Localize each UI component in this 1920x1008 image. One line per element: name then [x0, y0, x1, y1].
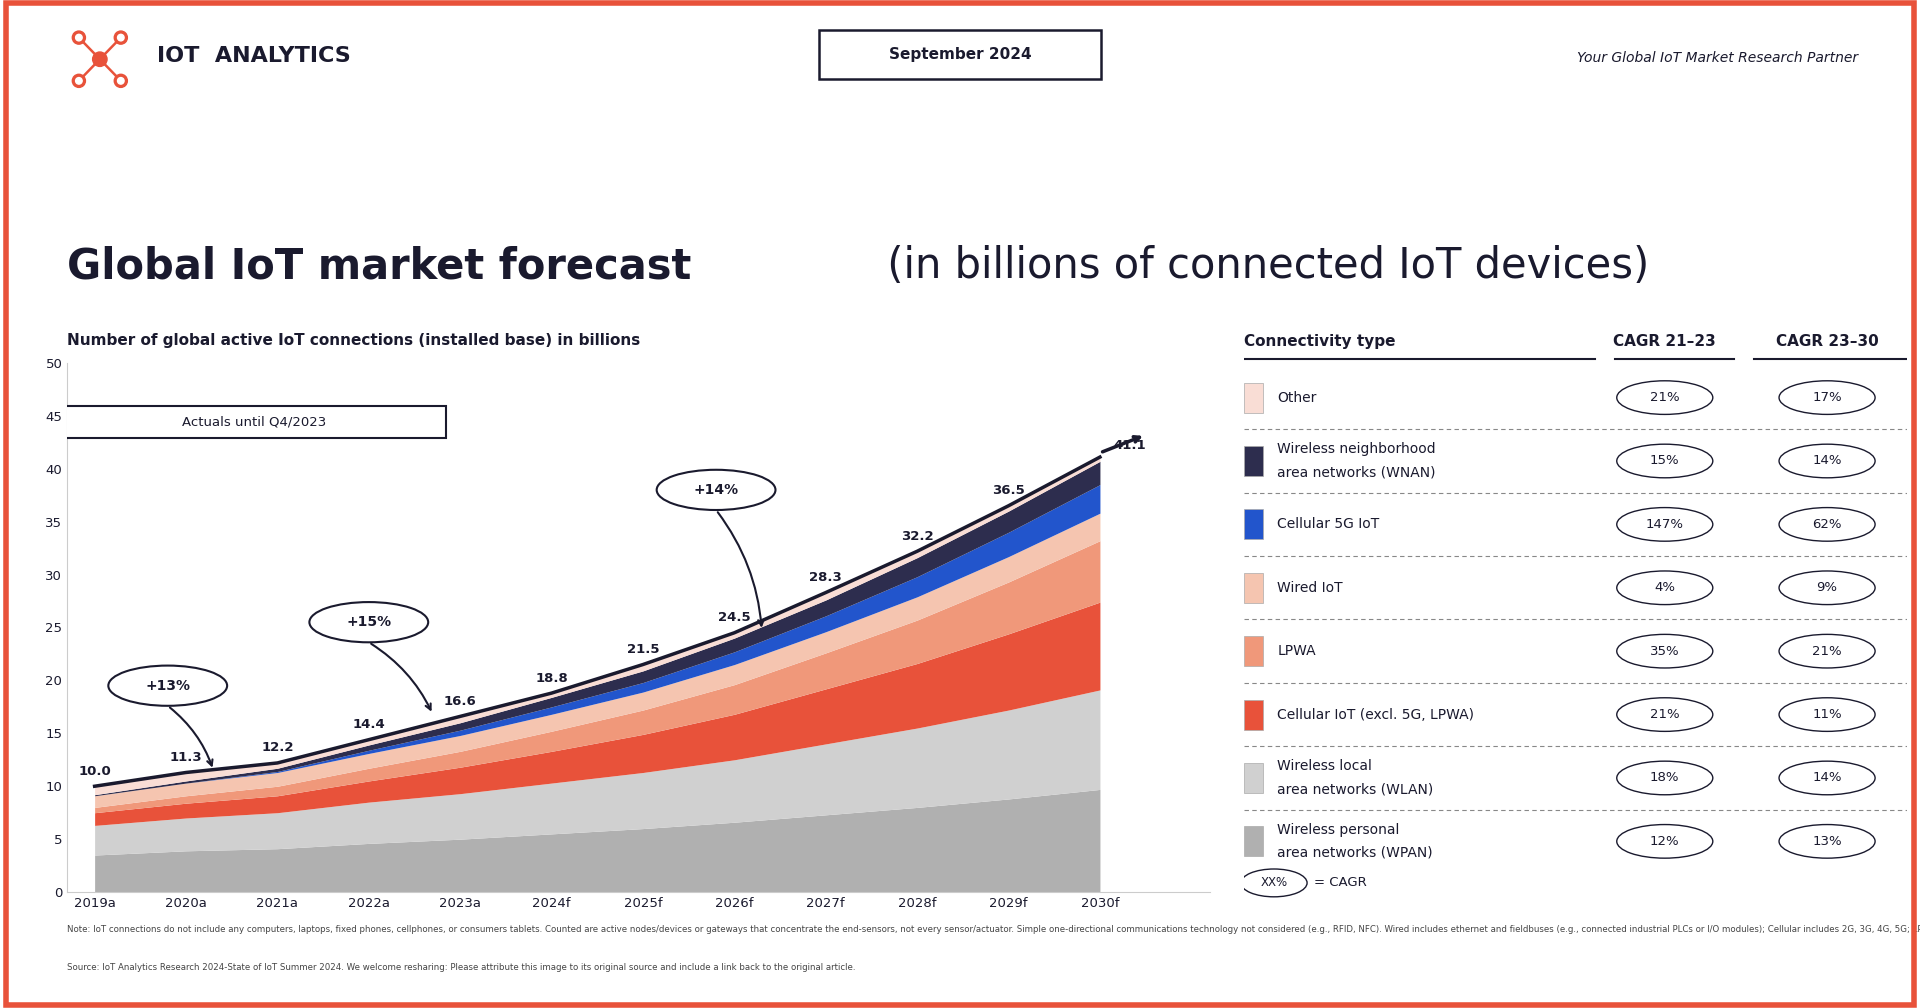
Text: 9%: 9% — [1816, 582, 1837, 595]
Ellipse shape — [1780, 571, 1876, 605]
Text: Other: Other — [1277, 391, 1317, 404]
Text: 16.6: 16.6 — [444, 695, 476, 708]
Text: Cellular 5G IoT: Cellular 5G IoT — [1277, 517, 1380, 531]
Ellipse shape — [309, 602, 428, 642]
Ellipse shape — [1617, 634, 1713, 668]
Ellipse shape — [1780, 761, 1876, 794]
Ellipse shape — [1780, 508, 1876, 541]
Text: area networks (WPAN): area networks (WPAN) — [1277, 846, 1432, 860]
Text: 18%: 18% — [1649, 771, 1680, 784]
Text: = CAGR: = CAGR — [1313, 876, 1367, 889]
Text: 18.8: 18.8 — [536, 671, 568, 684]
Text: Wireless local: Wireless local — [1277, 759, 1373, 773]
Circle shape — [73, 31, 84, 44]
Ellipse shape — [1617, 825, 1713, 858]
Text: XX%: XX% — [1260, 876, 1288, 889]
Text: +14%: +14% — [693, 483, 739, 497]
Ellipse shape — [1240, 869, 1308, 897]
Text: area networks (WLAN): area networks (WLAN) — [1277, 782, 1434, 796]
Text: Global IoT market forecast: Global IoT market forecast — [67, 245, 691, 287]
Text: Source: IoT Analytics Research 2024-State of IoT Summer 2024. We welcome reshari: Source: IoT Analytics Research 2024-Stat… — [67, 963, 856, 972]
Ellipse shape — [1617, 698, 1713, 732]
FancyBboxPatch shape — [1244, 827, 1263, 857]
Text: CAGR 23–30: CAGR 23–30 — [1776, 334, 1878, 349]
Ellipse shape — [1617, 508, 1713, 541]
Ellipse shape — [1617, 381, 1713, 414]
Text: 10.0: 10.0 — [79, 765, 111, 778]
Text: area networks (WNAN): area networks (WNAN) — [1277, 466, 1436, 480]
Text: 21%: 21% — [1649, 708, 1680, 721]
FancyBboxPatch shape — [818, 29, 1100, 80]
Circle shape — [75, 34, 83, 41]
Ellipse shape — [1780, 445, 1876, 478]
Circle shape — [92, 52, 108, 67]
FancyBboxPatch shape — [1244, 700, 1263, 730]
Text: September 2024: September 2024 — [889, 47, 1031, 61]
Ellipse shape — [1617, 761, 1713, 794]
Ellipse shape — [108, 665, 227, 706]
Text: Your Global IoT Market Research Partner: Your Global IoT Market Research Partner — [1578, 51, 1859, 66]
Text: 32.2: 32.2 — [900, 530, 933, 542]
Text: 11%: 11% — [1812, 708, 1841, 721]
Ellipse shape — [1780, 825, 1876, 858]
Circle shape — [73, 75, 84, 88]
Text: (in billions of connected IoT devices): (in billions of connected IoT devices) — [874, 245, 1649, 287]
Text: 35%: 35% — [1649, 645, 1680, 657]
Text: 36.5: 36.5 — [993, 484, 1025, 497]
Text: +15%: +15% — [346, 615, 392, 629]
Text: 11.3: 11.3 — [169, 751, 202, 764]
Circle shape — [115, 31, 127, 44]
FancyBboxPatch shape — [1244, 509, 1263, 539]
Text: CAGR 21–23: CAGR 21–23 — [1613, 334, 1716, 349]
Text: +13%: +13% — [146, 678, 190, 692]
FancyBboxPatch shape — [1244, 446, 1263, 476]
Text: 21%: 21% — [1649, 391, 1680, 404]
FancyBboxPatch shape — [1244, 382, 1263, 412]
Text: 13%: 13% — [1812, 835, 1841, 848]
Text: 21.5: 21.5 — [626, 643, 659, 656]
Circle shape — [115, 75, 127, 88]
Ellipse shape — [1780, 381, 1876, 414]
Text: 12%: 12% — [1649, 835, 1680, 848]
Text: 28.3: 28.3 — [810, 572, 843, 584]
FancyBboxPatch shape — [1244, 763, 1263, 793]
Text: Connectivity type: Connectivity type — [1244, 334, 1396, 349]
Text: 62%: 62% — [1812, 518, 1841, 531]
Ellipse shape — [1617, 571, 1713, 605]
Text: 41.1: 41.1 — [1114, 438, 1146, 452]
Circle shape — [117, 78, 125, 84]
Text: 24.5: 24.5 — [718, 611, 751, 624]
Text: Wired IoT: Wired IoT — [1277, 581, 1342, 595]
Text: 17%: 17% — [1812, 391, 1841, 404]
Ellipse shape — [657, 470, 776, 510]
Text: 21%: 21% — [1812, 645, 1841, 657]
Text: Wireless neighborhood: Wireless neighborhood — [1277, 443, 1436, 457]
Text: 147%: 147% — [1645, 518, 1684, 531]
Ellipse shape — [1780, 698, 1876, 732]
Text: IOT  ANALYTICS: IOT ANALYTICS — [157, 46, 351, 67]
Circle shape — [117, 34, 125, 41]
Circle shape — [75, 78, 83, 84]
Text: 4%: 4% — [1655, 582, 1676, 595]
FancyBboxPatch shape — [1244, 573, 1263, 603]
Text: 14.4: 14.4 — [353, 719, 386, 731]
Text: Actuals until Q4/2023: Actuals until Q4/2023 — [182, 415, 326, 428]
Text: Number of global active IoT connections (installed base) in billions: Number of global active IoT connections … — [67, 333, 641, 348]
Text: 14%: 14% — [1812, 771, 1841, 784]
Text: 15%: 15% — [1649, 455, 1680, 468]
FancyBboxPatch shape — [63, 406, 447, 438]
Text: Cellular IoT (excl. 5G, LPWA): Cellular IoT (excl. 5G, LPWA) — [1277, 708, 1475, 722]
Ellipse shape — [1617, 445, 1713, 478]
Text: 14%: 14% — [1812, 455, 1841, 468]
Text: Wireless personal: Wireless personal — [1277, 823, 1400, 837]
Text: Note: IoT connections do not include any computers, laptops, fixed phones, cellp: Note: IoT connections do not include any… — [67, 925, 1920, 934]
FancyBboxPatch shape — [1244, 636, 1263, 666]
Text: 12.2: 12.2 — [261, 742, 294, 754]
Text: LPWA: LPWA — [1277, 644, 1315, 658]
Ellipse shape — [1780, 634, 1876, 668]
